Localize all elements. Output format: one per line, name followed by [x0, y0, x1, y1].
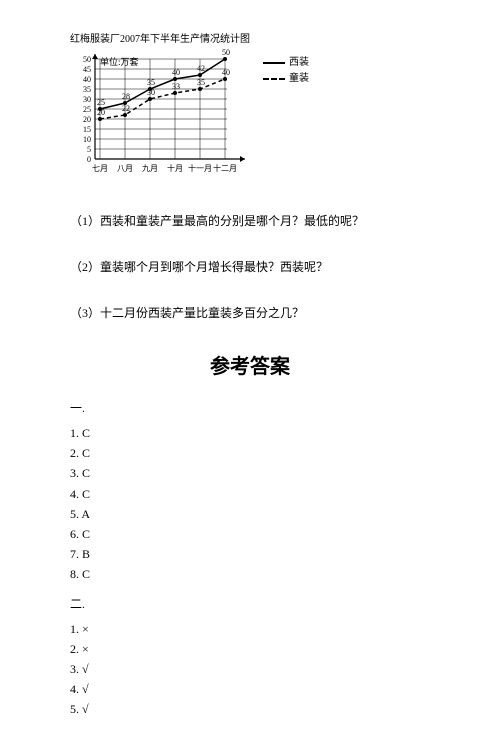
- legend-item: 童装: [263, 71, 309, 87]
- svg-text:28: 28: [122, 92, 130, 101]
- question-2: （2）童装哪个月到哪个月增长得最快？西装呢？: [70, 258, 430, 276]
- answer-item: 5. A: [70, 505, 430, 524]
- answer-item: 1. ×: [70, 620, 430, 639]
- legend-line-solid: [263, 62, 285, 64]
- svg-text:10: 10: [83, 135, 91, 144]
- answer-item: 4. C: [70, 485, 430, 504]
- svg-text:35: 35: [197, 78, 205, 87]
- svg-text:42: 42: [197, 64, 205, 73]
- svg-text:45: 45: [83, 65, 91, 74]
- answer-item: 1. C: [70, 424, 430, 443]
- legend-line-dashed: [263, 78, 285, 80]
- svg-text:九月: 九月: [142, 164, 158, 173]
- section-2-answers: 1. ×2. ×3. √4. √5. √: [70, 620, 430, 720]
- svg-text:35: 35: [147, 78, 155, 87]
- legend-label: 童装: [289, 71, 309, 87]
- answer-item: 4. √: [70, 680, 430, 699]
- line-chart: 05101520253035404550七月八月九月十月十一月十二月单位:万套2…: [70, 49, 255, 184]
- svg-text:22: 22: [122, 104, 130, 113]
- svg-text:50: 50: [83, 55, 91, 64]
- svg-text:25: 25: [83, 105, 91, 114]
- answer-item: 8. C: [70, 565, 430, 584]
- svg-text:35: 35: [83, 85, 91, 94]
- svg-text:25: 25: [97, 98, 105, 107]
- answer-item: 5. √: [70, 700, 430, 719]
- svg-text:15: 15: [83, 125, 91, 134]
- svg-text:十一月: 十一月: [188, 163, 212, 173]
- svg-text:单位:万套: 单位:万套: [100, 56, 139, 67]
- legend-label: 西装: [289, 55, 309, 71]
- answer-item: 7. B: [70, 545, 430, 564]
- svg-text:30: 30: [147, 88, 155, 97]
- answer-item: 3. √: [70, 660, 430, 679]
- svg-text:40: 40: [83, 75, 91, 84]
- svg-text:十二月: 十二月: [213, 163, 237, 173]
- question-1: （1）西装和童装产量最高的分别是哪个月？最低的呢？: [70, 212, 430, 230]
- legend-item: 西装: [263, 55, 309, 71]
- svg-text:50: 50: [222, 49, 230, 57]
- answer-item: 2. C: [70, 444, 430, 463]
- section-1-answers: 1. C2. C3. C 4. C5. A6. C7. B8. C: [70, 424, 430, 585]
- svg-text:八月: 八月: [117, 164, 133, 173]
- answer-item: 3. C: [70, 464, 430, 483]
- answers-title: 参考答案: [70, 350, 430, 379]
- svg-text:40: 40: [222, 68, 230, 77]
- svg-text:33: 33: [172, 82, 180, 91]
- svg-text:0: 0: [87, 155, 91, 164]
- svg-text:5: 5: [87, 145, 91, 154]
- svg-text:20: 20: [97, 108, 105, 117]
- chart-title: 红梅服装厂2007年下半年生产情况统计图: [70, 30, 430, 45]
- svg-text:十月: 十月: [167, 163, 183, 173]
- answer-item: 2. ×: [70, 640, 430, 659]
- answer-item: 6. C: [70, 525, 430, 544]
- svg-text:30: 30: [83, 95, 91, 104]
- legend: 西装 童装: [263, 49, 309, 87]
- chart-region: 红梅服装厂2007年下半年生产情况统计图 0510152025303540455…: [70, 30, 430, 184]
- svg-text:40: 40: [172, 68, 180, 77]
- section-1-label: 一.: [70, 399, 430, 416]
- svg-text:七月: 七月: [92, 164, 108, 173]
- question-3: （3）十二月份西装产量比童装多百分之几？: [70, 304, 430, 322]
- section-2-label: 二.: [70, 595, 430, 612]
- svg-text:20: 20: [83, 115, 91, 124]
